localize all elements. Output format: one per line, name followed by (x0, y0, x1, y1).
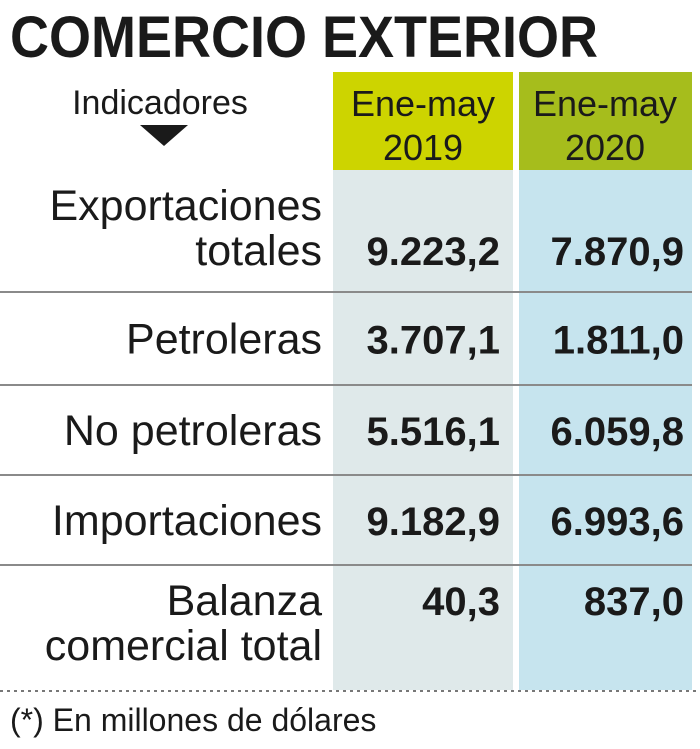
row-label: Exportaciones (50, 182, 323, 230)
footnote: (*) En millones de dólares (10, 702, 376, 738)
cell-value: 1.811,0 (553, 319, 684, 363)
indicator-label: Indicadores (72, 84, 248, 122)
cell-value: 9.223,2 (367, 230, 500, 274)
column-header: 2020 (565, 127, 645, 168)
row-label: Balanza (167, 577, 322, 625)
cell-value: 3.707,1 (367, 319, 500, 363)
col-bg (519, 170, 692, 690)
cell-value: 7.870,9 (551, 230, 684, 274)
down-arrow (140, 125, 188, 146)
row-label: Petroleras (126, 316, 322, 364)
cell-value: 9.182,9 (367, 500, 500, 544)
row-label: No petroleras (64, 407, 322, 455)
column-header: Ene-may (351, 83, 495, 124)
col-bg (333, 170, 513, 690)
cell-value: 5.516,1 (367, 410, 500, 454)
column-header: Ene-may (533, 83, 677, 124)
cell-value: 6.993,6 (551, 500, 684, 544)
row-separators (0, 291, 692, 566)
row-label: Importaciones (52, 497, 322, 545)
column-header: 2019 (383, 127, 463, 168)
cell-value: 6.059,8 (551, 410, 684, 454)
row-label: totales (195, 227, 322, 275)
cell-value: 40,3 (422, 580, 500, 624)
col-header-bg (519, 72, 692, 170)
col-header-bg (333, 72, 513, 170)
row-label: comercial total (45, 622, 322, 670)
cell-value: 837,0 (584, 580, 684, 624)
title: COMERCIO EXTERIOR (10, 5, 598, 70)
